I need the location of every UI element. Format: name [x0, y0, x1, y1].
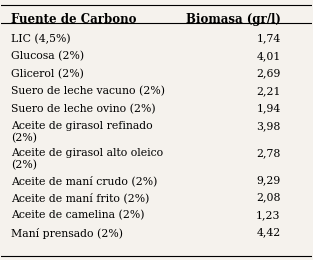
Text: 1,94: 1,94 [256, 103, 280, 114]
Text: 1,23: 1,23 [256, 210, 280, 220]
Text: Glicerol (2%): Glicerol (2%) [11, 69, 84, 79]
Text: Glucosa (2%): Glucosa (2%) [11, 51, 84, 61]
Text: Suero de leche vacuno (2%): Suero de leche vacuno (2%) [11, 86, 165, 96]
Text: 3,98: 3,98 [256, 121, 280, 131]
Text: Biomasa (gr/l): Biomasa (gr/l) [186, 13, 280, 26]
Text: 4,01: 4,01 [256, 51, 280, 61]
Text: Suero de leche ovino (2%): Suero de leche ovino (2%) [11, 103, 155, 114]
Text: Aceite de camelina (2%): Aceite de camelina (2%) [11, 210, 144, 220]
Text: Aceite de maní crudo (2%): Aceite de maní crudo (2%) [11, 175, 157, 186]
Text: 9,29: 9,29 [256, 175, 280, 185]
Text: 2,78: 2,78 [256, 148, 280, 158]
Text: 1,74: 1,74 [256, 34, 280, 43]
Text: Aceite de maní frito (2%): Aceite de maní frito (2%) [11, 193, 149, 204]
Text: 2,69: 2,69 [256, 69, 280, 79]
Text: Maní prensado (2%): Maní prensado (2%) [11, 228, 123, 239]
Text: 2,08: 2,08 [256, 193, 280, 203]
Text: LIC (4,5%): LIC (4,5%) [11, 34, 70, 44]
Text: Aceite de girasol refinado
(2%): Aceite de girasol refinado (2%) [11, 121, 152, 143]
Text: 2,21: 2,21 [256, 86, 280, 96]
Text: 4,42: 4,42 [256, 228, 280, 238]
Text: Aceite de girasol alto oleico
(2%): Aceite de girasol alto oleico (2%) [11, 148, 163, 170]
Text: Fuente de Carbono: Fuente de Carbono [11, 13, 136, 26]
